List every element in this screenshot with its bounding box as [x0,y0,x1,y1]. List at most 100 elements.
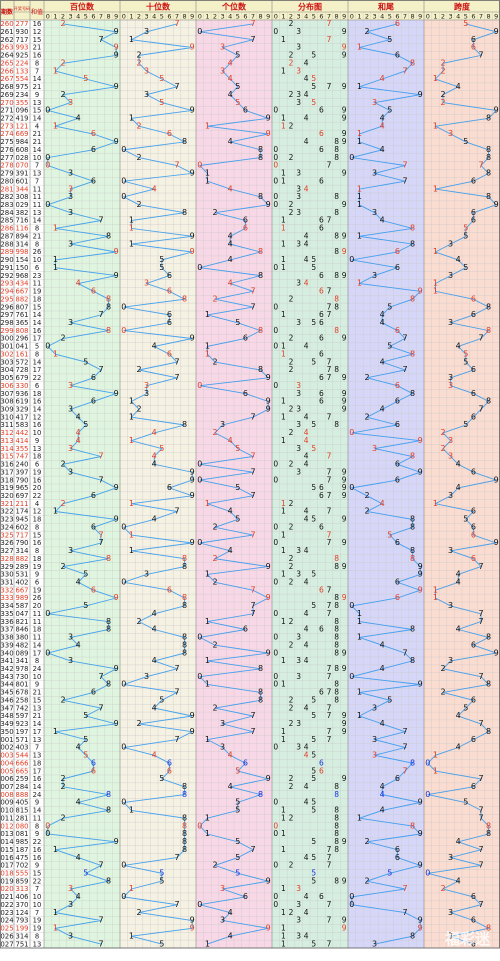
trend-line-1 [122,23,194,945]
distribution-mark: 8 [334,648,339,657]
sum-value: 8 [35,932,39,940]
span-mark: 5 [463,798,468,807]
digit-mark: 2 [60,813,65,822]
digit-header-1-4: 4 [152,13,156,21]
distribution-mark: 9 [342,43,347,52]
sum-value: 12 [33,28,42,36]
distribution-mark: 3 [296,916,301,925]
span-mark: 3 [448,601,453,610]
span-mark: 7 [478,861,483,870]
sum-tail-mark: 6 [395,381,400,390]
issue-number: 287 [0,232,13,240]
distribution-mark: 3 [296,633,301,642]
draw-number: 154 [16,256,29,264]
distribution-mark: 4 [304,908,309,917]
sum-value: 10 [33,429,42,437]
issue-number: 281 [0,185,13,193]
issue-number: 316 [0,461,14,469]
span-mark: 3 [448,271,453,280]
draw-number: 697 [16,492,29,500]
draw-number: 544 [16,752,29,760]
distribution-mark: 8 [334,302,339,311]
draw-number: 116 [16,225,29,233]
sum-value: 22 [33,492,42,500]
distribution-mark: 3 [296,318,301,327]
digit-mark: 3 [68,192,73,201]
digit-mark: 6 [167,585,172,594]
span-mark: 5 [463,349,468,358]
sum-tail-mark: 1 [357,813,362,822]
distribution-mark: 8 [334,593,339,602]
digit-mark: 9 [190,247,195,256]
digit-mark: 2 [136,200,141,209]
digit-mark: 5 [159,868,164,877]
digit-mark: 7 [250,287,255,296]
distribution-mark: 1 [281,813,286,822]
digit-mark: 4 [228,751,233,760]
digit-mark: 1 [205,829,210,838]
sum-tail-mark: 9 [418,924,423,933]
digit-mark: 2 [60,695,65,704]
distribution-mark: 7 [327,609,332,618]
distribution-mark: 1 [281,727,286,736]
digit-mark: 8 [182,813,187,822]
distribution-mark: 7 [327,35,332,44]
issue-number: 298 [0,319,13,327]
digit-mark: 6 [167,766,172,775]
issue-number: 293 [0,280,13,288]
draw-number: 751 [16,940,29,948]
draw-number: 978 [16,665,29,673]
digit-mark: 0 [45,829,50,838]
digit-mark: 5 [83,711,88,720]
digit-mark: 1 [53,727,58,736]
sum-tail-mark: 8 [410,625,415,634]
distribution-mark: 8 [334,625,339,634]
digit-mark: 8 [106,302,111,311]
distribution-mark: 5 [311,420,316,429]
issue-number: 338 [0,634,13,642]
digit-mark: 3 [144,570,149,579]
digit-mark: 0 [121,145,126,154]
sum-tail-mark: 8 [410,294,415,303]
sum-tail-mark: 8 [410,821,415,830]
sum-value: 6 [35,264,39,272]
digit-mark: 4 [228,90,233,99]
span-mark: 6 [471,554,476,563]
issue-number: 009 [0,799,13,807]
span-mark: 3 [448,381,453,390]
digit-mark: 1 [129,239,134,248]
distribution-mark: 6 [319,688,324,697]
draw-number: 583 [16,421,29,429]
distribution-mark: 7 [327,861,332,870]
draw-number: 442 [16,429,29,437]
sum-tail-mark: 8 [410,656,415,665]
digit-mark: 1 [205,680,210,689]
digit-mark: 6 [167,318,172,327]
sum-tail-mark: 5 [387,530,392,539]
span-mark: 5 [463,263,468,272]
digit-mark: 8 [182,633,187,642]
digit-header-1-7: 7 [175,13,179,21]
distribution-mark: 7 [327,900,332,909]
digit-mark: 8 [182,640,187,649]
digit-mark: 5 [235,853,240,862]
distribution-mark: 5 [311,515,316,524]
sum-value: 7 [35,744,39,752]
distribution-mark: 1 [281,176,286,185]
draw-number: 936 [16,390,29,398]
sum-tail-mark: 9 [418,562,423,571]
distribution-mark: 2 [289,562,294,571]
digit-mark: 5 [83,570,88,579]
digit-mark: 7 [98,452,103,461]
digit-mark: 0 [45,648,50,657]
digit-mark: 8 [258,192,263,201]
digit-mark: 0 [197,821,202,830]
draw-number: 211 [16,500,29,508]
distribution-mark: 0 [273,302,278,311]
draw-number: 089 [16,649,29,657]
draw-number: 665 [16,767,29,775]
distribution-mark: 9 [342,129,347,138]
draw-number: 314 [16,240,29,248]
distribution-mark: 4 [304,578,309,587]
digit-header-4-5: 5 [388,13,392,21]
